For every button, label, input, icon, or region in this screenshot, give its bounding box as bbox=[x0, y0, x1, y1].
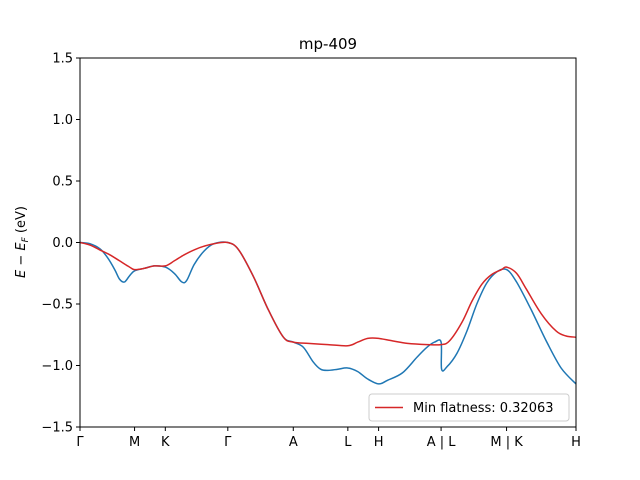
y-tick-label: 1.5 bbox=[52, 52, 73, 67]
x-tick-label: L bbox=[344, 435, 352, 450]
x-tick-label: M | K bbox=[490, 435, 523, 450]
y-axis-label-unit: (eV) bbox=[14, 206, 29, 237]
y-axis-label: E − EF (eV) bbox=[14, 206, 31, 278]
chart-title: mp-409 bbox=[299, 35, 357, 53]
y-axis-label-sub: F bbox=[21, 236, 31, 242]
x-tick-label: A | L bbox=[427, 435, 457, 450]
y-tick-label: −0.5 bbox=[41, 298, 73, 313]
x-tick-label: H bbox=[571, 435, 581, 450]
legend: Min flatness: 0.32063 bbox=[368, 393, 570, 422]
y-tick-label: −1.0 bbox=[41, 359, 73, 374]
x-tick-label: K bbox=[161, 435, 170, 450]
y-axis-label-main: E − E bbox=[14, 242, 29, 278]
band-line-2 bbox=[80, 241, 576, 347]
x-tick-label: A bbox=[289, 435, 298, 450]
x-tick-label: H bbox=[374, 435, 384, 450]
y-tick-label: 0.5 bbox=[52, 175, 73, 190]
x-axis: Γ M K Γ A L H A | L M | K H bbox=[76, 427, 581, 450]
y-tick-label: 1.0 bbox=[52, 113, 73, 128]
x-tick-label: Γ bbox=[76, 435, 84, 450]
x-tick-label: Γ bbox=[224, 435, 232, 450]
legend-box bbox=[368, 393, 570, 422]
x-tick-label: M bbox=[129, 435, 140, 450]
legend-label: Min flatness: 0.32063 bbox=[413, 401, 554, 416]
y-axis: −1.5 −1.0 −0.5 0.0 0.5 1.0 1.5 bbox=[41, 52, 80, 436]
y-tick-label: −1.5 bbox=[41, 421, 73, 436]
y-tick-label: 0.0 bbox=[52, 236, 73, 251]
series-layer bbox=[80, 241, 576, 385]
